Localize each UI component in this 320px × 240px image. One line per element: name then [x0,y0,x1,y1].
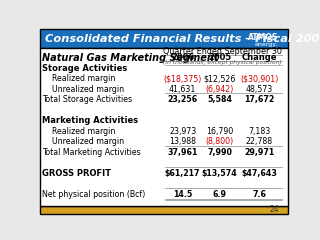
Text: 7.6: 7.6 [252,190,267,199]
Text: ATMOS: ATMOS [248,33,278,42]
Text: Realized margin: Realized margin [43,127,116,136]
Text: Quarter Ended September 30: Quarter Ended September 30 [163,47,282,56]
Text: 6.9: 6.9 [213,190,227,199]
Text: Total Storage Activities: Total Storage Activities [43,95,132,104]
Text: Storage Activities: Storage Activities [43,64,128,73]
Text: 7,183: 7,183 [248,127,271,136]
Text: ($30,901): ($30,901) [240,74,279,83]
Text: energy.: energy. [255,42,278,47]
FancyBboxPatch shape [40,48,288,206]
Text: $61,217: $61,217 [165,169,200,178]
FancyBboxPatch shape [40,206,288,214]
Text: 2006: 2006 [171,53,194,62]
Text: Unrealized margin: Unrealized margin [43,137,124,146]
Text: 37,961: 37,961 [167,148,198,157]
Text: 2005: 2005 [208,53,231,62]
Text: Unrealized margin: Unrealized margin [43,85,124,94]
Text: 23,256: 23,256 [167,95,198,104]
Text: $47,643: $47,643 [242,169,277,178]
Text: 17,672: 17,672 [244,95,275,104]
Text: 29,971: 29,971 [244,148,275,157]
Text: ($18,375): ($18,375) [164,74,202,83]
Text: $12,526: $12,526 [204,74,236,83]
Text: 48,573: 48,573 [246,85,273,94]
Text: Change: Change [242,53,277,62]
Text: Consolidated Financial Results – Fiscal 2006  4Q: Consolidated Financial Results – Fiscal … [45,33,320,43]
Text: Natural Gas Marketing Segment: Natural Gas Marketing Segment [43,53,219,63]
Text: (6,942): (6,942) [206,85,234,94]
Text: 22,788: 22,788 [246,137,273,146]
Text: 24: 24 [270,205,279,214]
Text: 7,990: 7,990 [207,148,232,157]
Text: 41,631: 41,631 [169,85,196,94]
Text: 5,584: 5,584 [207,95,232,104]
Text: GROSS PROFIT: GROSS PROFIT [43,169,111,178]
FancyBboxPatch shape [40,29,288,48]
Text: Marketing Activities: Marketing Activities [43,116,139,125]
Text: 14.5: 14.5 [173,190,192,199]
Text: (8,800): (8,800) [206,137,234,146]
Text: 16,790: 16,790 [206,127,233,136]
Text: Total Marketing Activities: Total Marketing Activities [43,148,141,157]
Text: $13,574: $13,574 [202,169,238,178]
Text: 13,988: 13,988 [169,137,196,146]
Text: (In thousands, except physical position): (In thousands, except physical position) [163,60,282,66]
Text: Net physical position (Bcf): Net physical position (Bcf) [43,190,146,199]
Text: Realized margin: Realized margin [43,74,116,83]
Text: 23,973: 23,973 [169,127,196,136]
